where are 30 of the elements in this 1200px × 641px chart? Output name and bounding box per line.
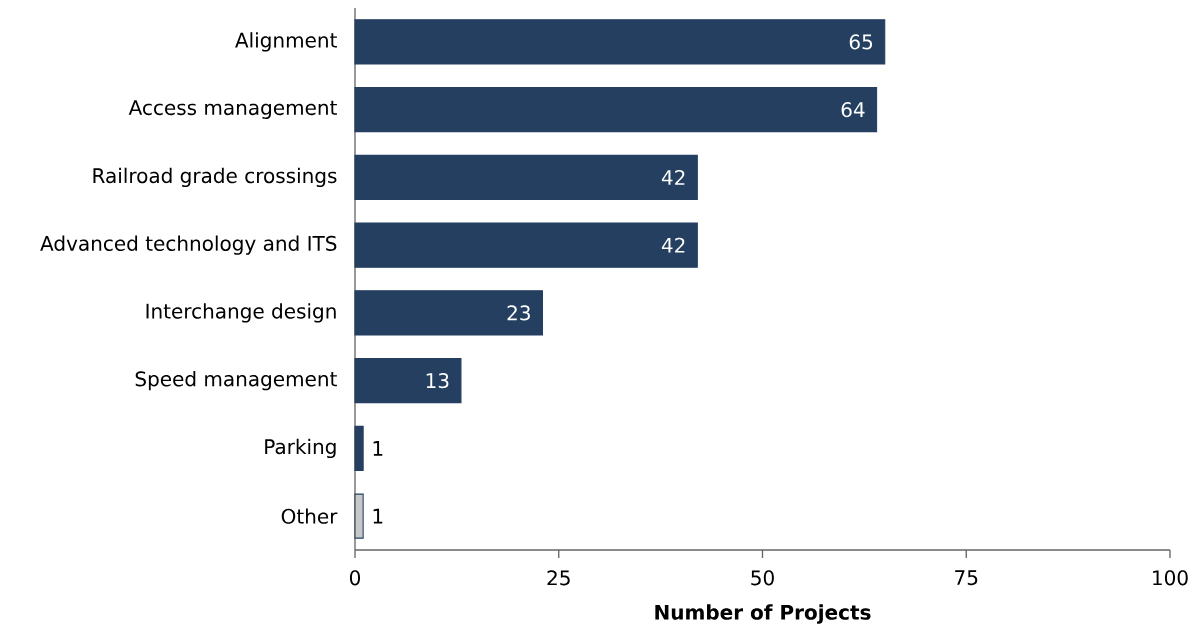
y-tick-label: Access management	[128, 100, 337, 119]
x-tick-label: 25	[547, 570, 570, 586]
y-tick-label: Parking	[265, 438, 336, 459]
bar	[354, 358, 462, 404]
data-label: 64	[841, 102, 865, 118]
x-tick-label: 0	[349, 570, 361, 586]
y-tick-label: Interchange design	[146, 303, 336, 323]
data-label: 1	[373, 508, 383, 524]
bar	[354, 425, 364, 471]
data-label: 23	[507, 305, 530, 321]
data-label: 13	[426, 373, 449, 389]
bar	[354, 19, 886, 65]
data-label: 42	[661, 237, 685, 253]
x-tick-label: 50	[751, 570, 774, 586]
y-tick-label: Advanced technology and ITS	[40, 235, 337, 255]
bar	[354, 87, 878, 133]
y-tick-label: Alignment	[235, 32, 337, 52]
data-label: 42	[661, 169, 685, 185]
x-tick-label: 100	[1153, 570, 1188, 586]
data-label: 65	[849, 34, 873, 50]
y-tick-label: Other	[281, 508, 338, 524]
y-tick-label: Speed management	[135, 370, 337, 391]
bar	[354, 290, 543, 336]
x-axis-title: Number of Projects	[655, 604, 871, 624]
x-tick-label: 75	[955, 570, 978, 586]
y-tick-label: Railroad grade crossings	[93, 167, 337, 188]
bar	[354, 154, 698, 200]
bar	[354, 493, 364, 539]
bar	[354, 222, 698, 268]
data-label: 1	[373, 441, 383, 456]
